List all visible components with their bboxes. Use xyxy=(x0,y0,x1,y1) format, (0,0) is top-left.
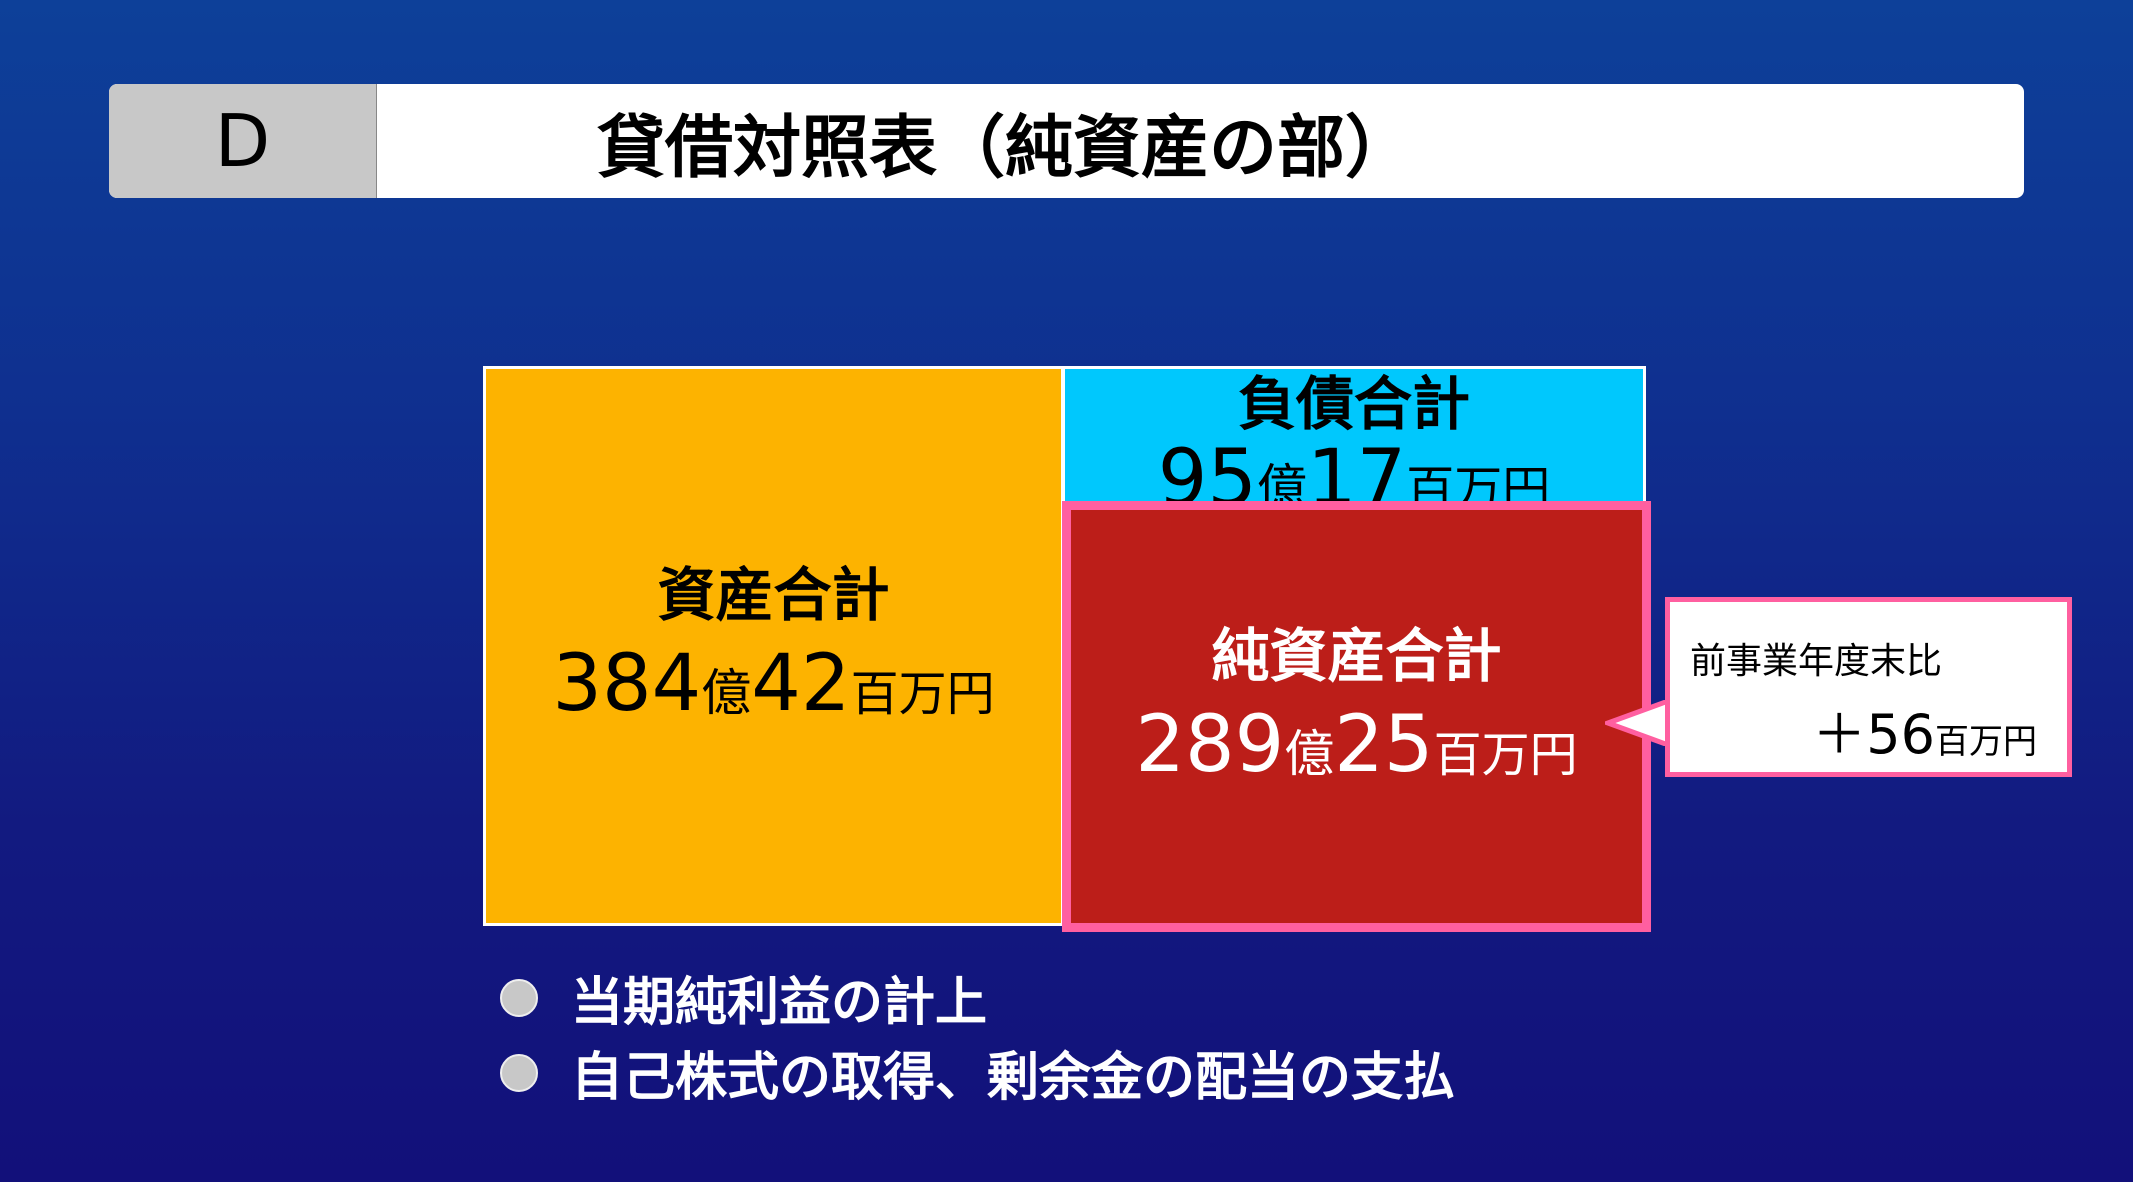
callout-value: ＋56百万円 xyxy=(1812,690,2037,769)
bullet-dot-icon xyxy=(500,978,538,1017)
bullet-dot-icon xyxy=(500,1053,538,1092)
callout-label: 前事業年度末比 xyxy=(1690,641,1943,682)
slide-title: 貸借対照表（純資産の部） xyxy=(597,108,1414,188)
assets-label: 資産合計 xyxy=(657,561,890,630)
oku-unit: 億 xyxy=(1284,724,1335,783)
liabilities-total-box: 負債合計 95億17百万円 xyxy=(1062,366,1646,506)
bullet-text: 自己株式の取得、剰余金の配当の支払 xyxy=(571,1048,1456,1108)
liabilities-label: 負債合計 xyxy=(1237,370,1470,438)
liabilities-value: 95億17百万円 xyxy=(1157,433,1551,506)
oku-unit: 億 xyxy=(1256,458,1307,506)
net-assets-label: 純資産合計 xyxy=(1211,621,1502,690)
net-assets-value: 289億25百万円 xyxy=(1135,699,1578,790)
assets-oku: 384 xyxy=(552,639,702,729)
million-unit: 百万円 xyxy=(1433,726,1578,783)
million-unit: 百万円 xyxy=(1406,460,1551,506)
net-assets-million: 25 xyxy=(1334,699,1434,790)
liabilities-million: 17 xyxy=(1306,433,1407,506)
net-assets-oku: 289 xyxy=(1135,699,1285,790)
bullet-item: 当期純利益の計上 xyxy=(500,960,1455,1035)
oku-unit: 億 xyxy=(701,664,752,722)
bullet-item: 自己株式の取得、剰余金の配当の支払 xyxy=(500,1035,1455,1110)
net-assets-total-box: 純資産合計 289億25百万円 xyxy=(1062,501,1651,932)
slide-header: D 貸借対照表（純資産の部） xyxy=(109,84,2024,198)
callout-unit: 百万円 xyxy=(1935,722,2037,762)
liabilities-oku: 95 xyxy=(1157,433,1257,506)
assets-value: 384億42百万円 xyxy=(552,639,995,729)
section-letter: D xyxy=(109,84,377,198)
bullet-list: 当期純利益の計上 自己株式の取得、剰余金の配当の支払 xyxy=(500,960,1455,1110)
million-unit: 百万円 xyxy=(850,666,995,722)
callout-pointer xyxy=(1605,700,1671,746)
callout-amount: ＋56 xyxy=(1812,703,1935,766)
bullet-text: 当期純利益の計上 xyxy=(571,973,988,1033)
change-callout: 前事業年度末比 ＋56百万円 xyxy=(1665,597,2072,777)
assets-total-box: 資産合計 384億42百万円 xyxy=(483,366,1062,926)
assets-million: 42 xyxy=(751,639,851,729)
